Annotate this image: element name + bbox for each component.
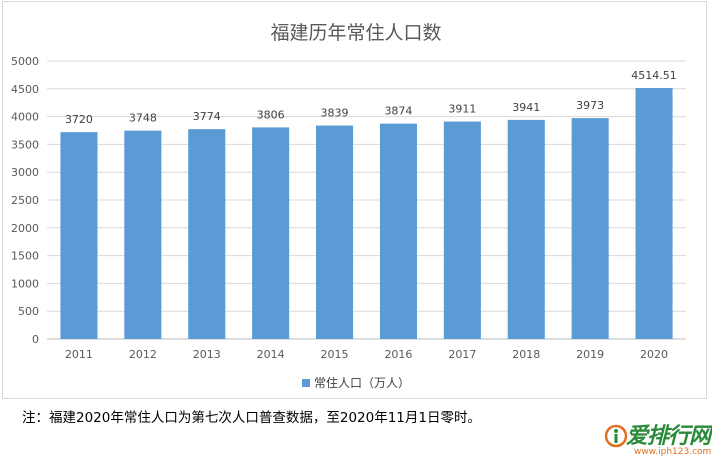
- y-tick-label: 3500: [11, 138, 39, 151]
- x-tick-label: 2011: [65, 348, 93, 361]
- data-label: 3806: [257, 108, 285, 121]
- data-label: 4514.51: [631, 69, 677, 82]
- x-tick-label: 2015: [321, 348, 349, 361]
- y-tick-label: 0: [32, 333, 39, 346]
- y-tick-label: 4500: [11, 83, 39, 96]
- y-tick-label: 5000: [11, 55, 39, 68]
- data-label: 3941: [512, 101, 540, 114]
- watermark-logo-icon: [604, 424, 628, 448]
- y-tick-label: 2000: [11, 222, 39, 235]
- x-tick-label: 2017: [448, 348, 476, 361]
- watermark-url: www.iph123.com: [634, 447, 712, 457]
- data-label: 3839: [321, 107, 349, 120]
- footnote: 注：福建2020年常住人口为第七次人口普查数据，至2020年11月1日零时。: [22, 410, 481, 426]
- y-tick-label: 1500: [11, 250, 39, 263]
- bar: [571, 118, 609, 339]
- y-tick-label: 3000: [11, 166, 39, 179]
- x-tick-label: 2014: [257, 348, 285, 361]
- x-tick-label: 2020: [640, 348, 668, 361]
- bar: [635, 87, 673, 339]
- data-label: 3911: [448, 103, 476, 116]
- watermark-text: 爱排行网: [626, 424, 711, 449]
- x-tick-label: 2019: [576, 348, 604, 361]
- y-tick-label: 500: [18, 305, 39, 318]
- y-tick-label: 2500: [11, 194, 39, 207]
- bar: [252, 127, 290, 339]
- data-label: 3973: [576, 99, 604, 112]
- chart-title: 福建历年常住人口数: [270, 22, 442, 44]
- data-label: 3748: [129, 112, 157, 125]
- bar: [188, 129, 226, 339]
- data-label: 3720: [65, 113, 93, 126]
- bar: [379, 123, 417, 340]
- x-tick-label: 2016: [384, 348, 412, 361]
- y-tick-label: 4000: [11, 111, 39, 124]
- bar: [443, 121, 481, 339]
- bar: [124, 130, 162, 339]
- data-label: 3774: [193, 110, 221, 123]
- chart-plot: 0 500 1000 1500 2000 2500 3000 3500 4000 4500 5000…: [11, 55, 686, 361]
- x-tick-label: 2013: [193, 348, 221, 361]
- bar: [507, 119, 545, 339]
- legend-swatch: [301, 378, 310, 387]
- watermark: 爱排行网 www.iph123.com: [602, 418, 712, 462]
- legend-label: 常住人口（万人）: [313, 376, 410, 390]
- legend: 常住人口（万人）: [0, 374, 712, 391]
- x-tick-label: 2012: [129, 348, 157, 361]
- y-tick-label: 1000: [11, 277, 39, 290]
- data-label: 3874: [384, 105, 412, 118]
- bar: [316, 125, 354, 339]
- x-tick-label: 2018: [512, 348, 540, 361]
- bar: [60, 132, 98, 339]
